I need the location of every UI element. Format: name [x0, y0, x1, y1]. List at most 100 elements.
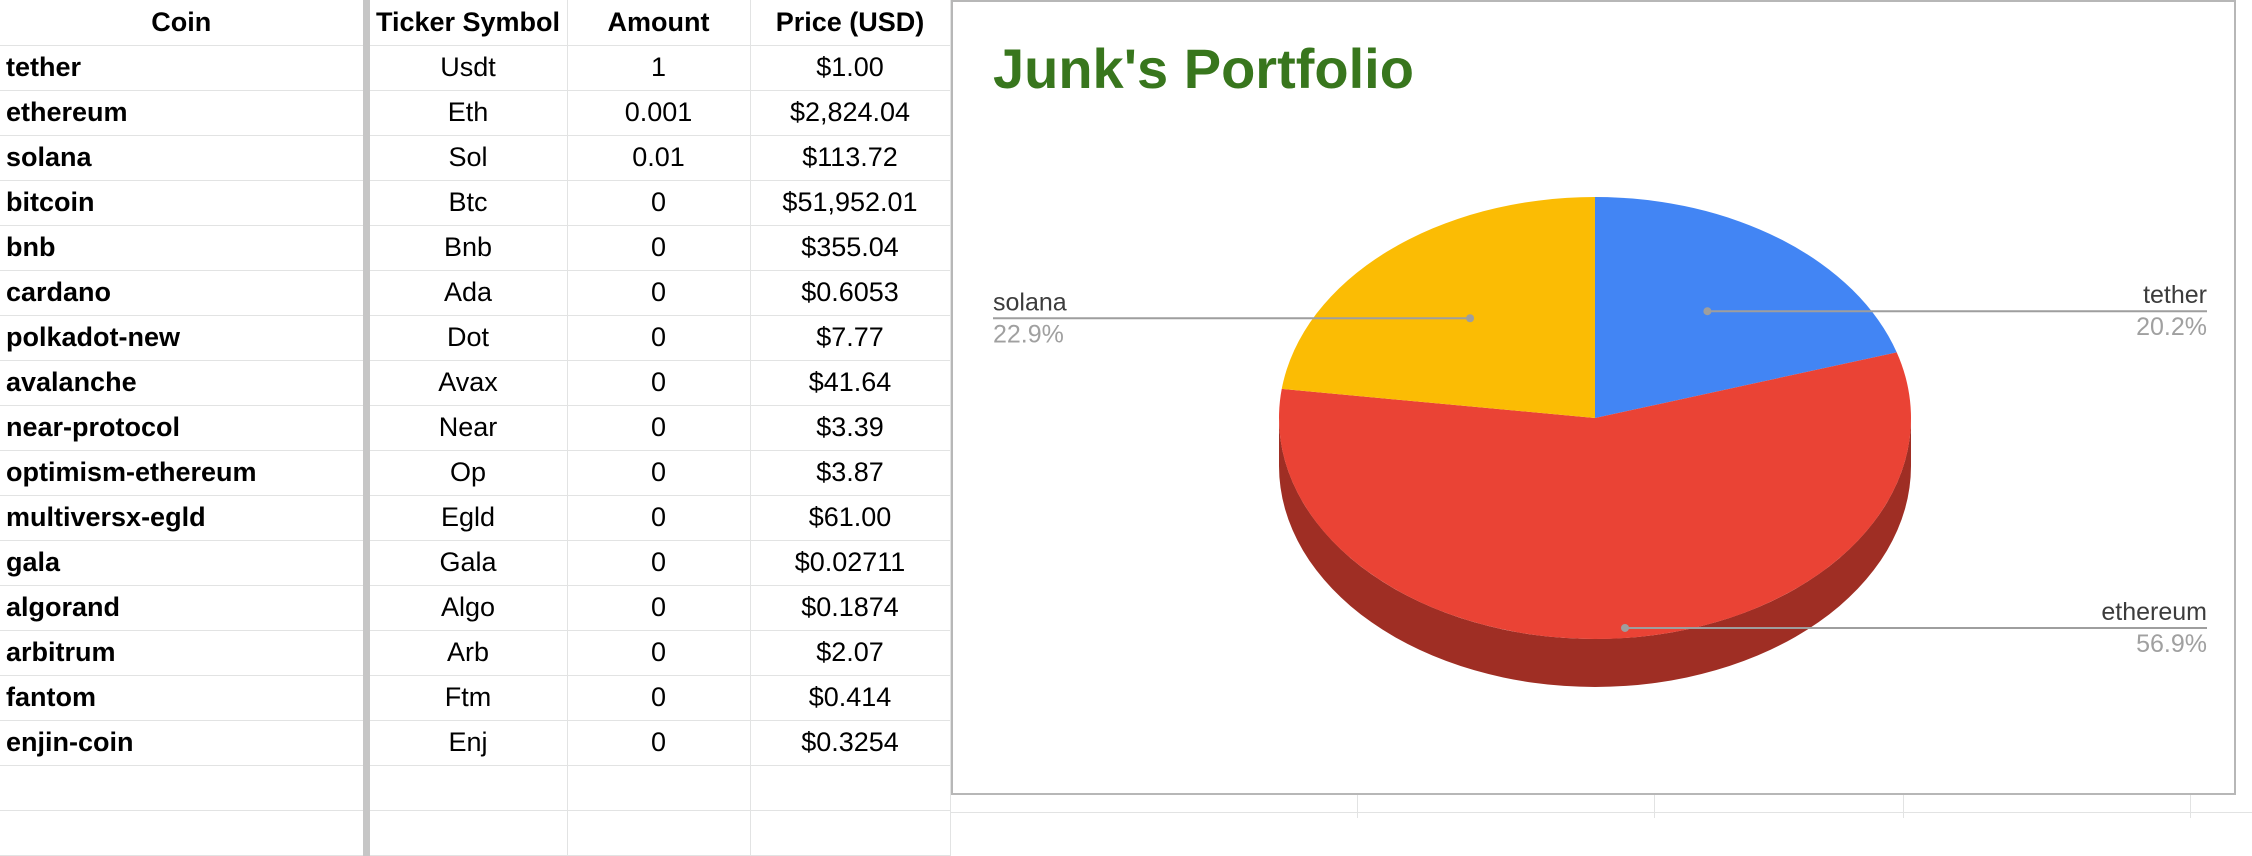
coin-cell[interactable]: cardano — [0, 270, 370, 316]
price-cell[interactable]: $2.07 — [750, 630, 951, 676]
price-cell[interactable]: $355.04 — [750, 225, 951, 271]
empty-cell[interactable] — [750, 765, 951, 811]
ticker-cell[interactable]: Usdt — [366, 45, 568, 91]
coin-cell[interactable]: arbitrum — [0, 630, 370, 676]
ticker-cell[interactable]: Bnb — [366, 225, 568, 271]
ticker-cell[interactable]: Ada — [366, 270, 568, 316]
coin-cell[interactable]: tether — [0, 45, 370, 91]
coin-cell[interactable]: bitcoin — [0, 180, 370, 226]
amount-cell[interactable]: 1 — [567, 45, 751, 91]
ticker-cell[interactable]: Btc — [366, 180, 568, 226]
amount-cell[interactable]: 0.001 — [567, 90, 751, 136]
amount-cell[interactable]: 0 — [567, 225, 751, 271]
empty-cell[interactable] — [0, 765, 370, 811]
price-cell[interactable]: $3.87 — [750, 450, 951, 496]
amount-cell[interactable]: 0 — [567, 450, 751, 496]
ticker-cell[interactable]: Algo — [366, 585, 568, 631]
amount-cell[interactable]: 0.01 — [567, 135, 751, 181]
price-cell[interactable]: $0.414 — [750, 675, 951, 721]
empty-row — [0, 810, 951, 856]
sheet-gridline — [950, 812, 2252, 813]
slice-percent-ethereum: 56.9% — [2136, 630, 2207, 658]
amount-cell[interactable]: 0 — [567, 540, 751, 586]
ticker-cell[interactable]: Dot — [366, 315, 568, 361]
spreadsheet-table: Coin Ticker Symbol Amount Price (USD) te… — [0, 0, 951, 856]
table-row: cardano Ada 0 $0.6053 — [0, 270, 951, 316]
leader-dot-ethereum — [1621, 623, 1629, 632]
price-cell[interactable]: $0.3254 — [750, 720, 951, 766]
amount-cell[interactable]: 0 — [567, 585, 751, 631]
price-cell[interactable]: $0.6053 — [750, 270, 951, 316]
coin-cell[interactable]: algorand — [0, 585, 370, 631]
price-cell[interactable]: $0.1874 — [750, 585, 951, 631]
slice-label-tether: tether — [2143, 281, 2207, 309]
amount-cell[interactable]: 0 — [567, 630, 751, 676]
price-cell[interactable]: $3.39 — [750, 405, 951, 451]
table-row: arbitrum Arb 0 $2.07 — [0, 630, 951, 676]
coin-cell[interactable]: optimism-ethereum — [0, 450, 370, 496]
table-row: tether Usdt 1 $1.00 — [0, 45, 951, 91]
coin-cell[interactable]: near-protocol — [0, 405, 370, 451]
empty-cell[interactable] — [366, 810, 568, 856]
empty-cell[interactable] — [750, 810, 951, 856]
amount-cell[interactable]: 0 — [567, 315, 751, 361]
ticker-cell[interactable]: Sol — [366, 135, 568, 181]
price-cell[interactable]: $1.00 — [750, 45, 951, 91]
pie-chart[interactable]: Junk's Portfolio tether 20.2% ethereum 56.9… — [951, 0, 2236, 795]
slice-percent-solana: 22.9% — [993, 320, 1064, 348]
empty-cell[interactable] — [567, 810, 751, 856]
empty-cell[interactable] — [567, 765, 751, 811]
ticker-cell[interactable]: Eth — [366, 90, 568, 136]
coin-cell[interactable]: fantom — [0, 675, 370, 721]
slice-label-solana: solana — [993, 288, 1067, 316]
coin-cell[interactable]: polkadot-new — [0, 315, 370, 361]
price-cell[interactable]: $2,824.04 — [750, 90, 951, 136]
table-row: gala Gala 0 $0.02711 — [0, 540, 951, 586]
ticker-cell[interactable]: Arb — [366, 630, 568, 676]
coin-cell[interactable]: ethereum — [0, 90, 370, 136]
pie-slice-tether[interactable] — [1595, 197, 1897, 418]
empty-row — [0, 765, 951, 811]
header-ticker-symbol[interactable]: Ticker Symbol — [366, 0, 568, 46]
ticker-cell[interactable]: Enj — [366, 720, 568, 766]
empty-cell[interactable] — [0, 810, 370, 856]
slice-label-ethereum: ethereum — [2101, 598, 2207, 626]
ticker-cell[interactable]: Avax — [366, 360, 568, 406]
coin-cell[interactable]: multiversx-egld — [0, 495, 370, 541]
ticker-cell[interactable]: Op — [366, 450, 568, 496]
ticker-cell[interactable]: Gala — [366, 540, 568, 586]
amount-cell[interactable]: 0 — [567, 675, 751, 721]
pie-slice-ethereum[interactable] — [1278, 352, 1911, 640]
price-cell[interactable]: $41.64 — [750, 360, 951, 406]
slice-percent-tether: 20.2% — [2136, 313, 2207, 341]
price-cell[interactable]: $113.72 — [750, 135, 951, 181]
amount-cell[interactable]: 0 — [567, 405, 751, 451]
coin-cell[interactable]: avalanche — [0, 360, 370, 406]
chart-title: Junk's Portfolio — [993, 37, 1414, 100]
coin-cell[interactable]: bnb — [0, 225, 370, 271]
table-row: optimism-ethereum Op 0 $3.87 — [0, 450, 951, 496]
price-cell[interactable]: $61.00 — [750, 495, 951, 541]
amount-cell[interactable]: 0 — [567, 495, 751, 541]
empty-cell[interactable] — [366, 765, 568, 811]
pie-slice-solana[interactable] — [1281, 197, 1595, 418]
coin-cell[interactable]: enjin-coin — [0, 720, 370, 766]
ticker-cell[interactable]: Ftm — [366, 675, 568, 721]
coin-cell[interactable]: solana — [0, 135, 370, 181]
amount-cell[interactable]: 0 — [567, 180, 751, 226]
header-amount[interactable]: Amount — [567, 0, 751, 46]
pie-side-walls — [1279, 418, 1911, 687]
header-row: Coin Ticker Symbol Amount Price (USD) — [0, 0, 951, 46]
coin-cell[interactable]: gala — [0, 540, 370, 586]
amount-cell[interactable]: 0 — [567, 360, 751, 406]
amount-cell[interactable]: 0 — [567, 720, 751, 766]
table-row: solana Sol 0.01 $113.72 — [0, 135, 951, 181]
header-coin[interactable]: Coin — [0, 0, 370, 46]
price-cell[interactable]: $51,952.01 — [750, 180, 951, 226]
price-cell[interactable]: $7.77 — [750, 315, 951, 361]
ticker-cell[interactable]: Egld — [366, 495, 568, 541]
ticker-cell[interactable]: Near — [366, 405, 568, 451]
price-cell[interactable]: $0.02711 — [750, 540, 951, 586]
amount-cell[interactable]: 0 — [567, 270, 751, 316]
header-price[interactable]: Price (USD) — [750, 0, 951, 46]
